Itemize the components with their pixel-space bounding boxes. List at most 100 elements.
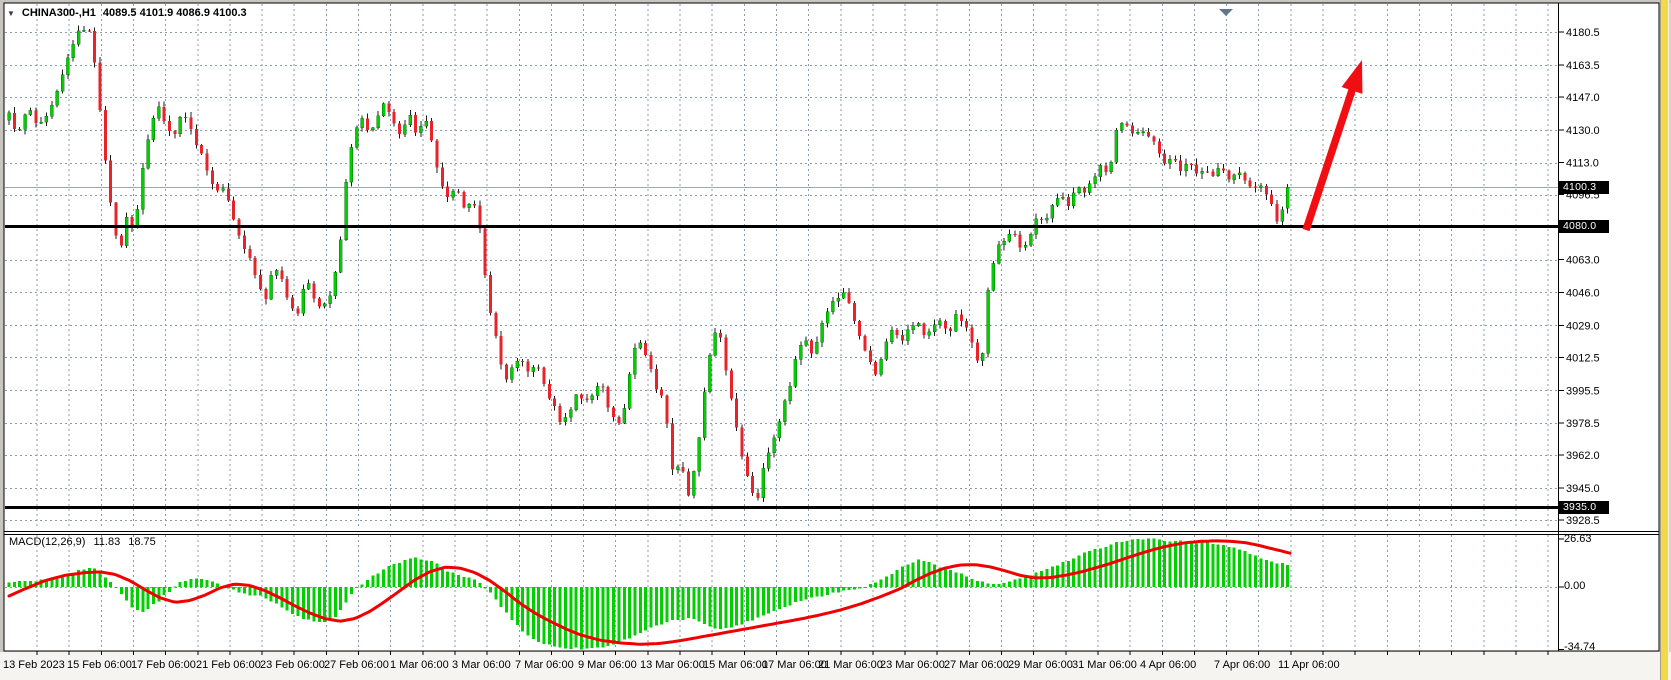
hline-price-badge-lower: 3935.0 [1559, 501, 1609, 514]
candle-body-bull [355, 127, 359, 148]
macd-histogram-bar [291, 587, 295, 614]
macd-histogram-bar [922, 560, 926, 587]
macd-histogram-bar [617, 587, 621, 644]
macd-label: MACD(12,26,9) [9, 536, 86, 548]
price-tick-label: 4130.0 [1566, 125, 1600, 137]
macd-histogram-bar [242, 587, 246, 594]
candle-body-bear [729, 370, 733, 399]
macd-histogram-bar [713, 587, 717, 629]
macd-histogram-bar [751, 587, 755, 621]
candle-body-bear [189, 117, 193, 129]
macd-histogram-bar [1136, 539, 1140, 587]
macd-histogram-bar [1114, 541, 1118, 587]
macd-histogram-bar [168, 587, 171, 593]
macd-histogram-bar [339, 587, 343, 610]
candle-body-bear [1179, 160, 1183, 171]
candle-body-bear [660, 389, 664, 396]
candle-body-bull [50, 104, 54, 117]
candle-body-bull [1077, 187, 1081, 194]
candle-body-bear [12, 112, 16, 129]
candle-body-bear [173, 130, 177, 134]
candle-body-bear [499, 336, 503, 365]
candle-body-bear [494, 312, 498, 337]
candle-body-bull [333, 272, 338, 297]
macd-histogram-bar [1205, 542, 1209, 587]
macd-histogram-bar [312, 587, 316, 622]
candle-body-bull [1259, 185, 1263, 188]
macd-histogram-bar [815, 587, 819, 597]
macd-histogram-bar [842, 587, 846, 591]
time-axis[interactable]: 13 Feb 2023 15 Feb 06:00 17 Feb 06:00 21 Fe… [3, 651, 1549, 671]
candle-body-bear [398, 123, 402, 135]
macd-histogram-bar [965, 576, 969, 587]
candle-body-bull [627, 374, 632, 409]
candle-body-bear [1211, 171, 1215, 176]
macd-histogram-bar [938, 567, 942, 587]
macd-histogram-bar [826, 587, 830, 595]
macd-histogram-bar [569, 587, 573, 650]
macd-histogram-bar [135, 587, 139, 611]
macd-histogram-bar [1286, 565, 1290, 587]
time-axis-label: 27 Feb 06:00 [324, 659, 389, 671]
symbol-dropdown-icon[interactable]: ▼ [7, 8, 15, 18]
candle-body-bull [151, 117, 156, 140]
macd-histogram-bar [810, 587, 813, 598]
macd-histogram-bar [510, 587, 514, 621]
chart-shift-marker[interactable] [1219, 9, 1233, 16]
candle-body-bull [991, 263, 996, 291]
time-axis-strip[interactable] [0, 652, 1671, 680]
candle-body-bull [515, 360, 519, 369]
macd-histogram-bar [633, 587, 637, 636]
candle-body-bull [574, 394, 578, 411]
candle-body-bull [1061, 196, 1065, 199]
candle-body-bear [1254, 186, 1258, 188]
macd-histogram-bar [547, 587, 551, 645]
candle-body-bull [916, 323, 921, 327]
macd-histogram-bar [799, 587, 803, 602]
macd-histogram-bar [323, 587, 327, 623]
time-axis-label: 21 Mar 06:00 [818, 659, 883, 671]
macd-histogram-bar [173, 586, 177, 588]
macd-histogram-bar [387, 566, 391, 587]
macd-histogram-bar [1254, 555, 1258, 587]
macd-histogram-bar [606, 587, 610, 647]
macd-histogram-bar [895, 570, 899, 587]
candle-body-bear [392, 111, 396, 124]
candle-body-bull [328, 295, 332, 304]
candle-body-bear [644, 342, 648, 355]
candle-body-bull [697, 437, 701, 472]
candle-body-bull [146, 139, 150, 169]
candle-body-bear [1275, 204, 1279, 222]
macd-histogram-bar [1238, 549, 1241, 587]
macd-histogram-bar [82, 569, 86, 587]
macd-histogram-bar [975, 581, 979, 587]
candle-body-bull [777, 421, 782, 439]
trend-arrow-shaft[interactable] [1302, 83, 1358, 232]
candle-body-bear [553, 398, 557, 406]
candle-body-bull [1109, 161, 1113, 173]
macd-histogram-bar [1179, 540, 1183, 587]
chart-title-ohlc: 4089.5 4101.9 4086.9 4100.3 [102, 7, 247, 19]
trend-arrow[interactable] [1302, 60, 1363, 232]
macd-histogram-bar [1147, 538, 1151, 587]
candle-body-bull [135, 209, 140, 228]
candle-body-bear [670, 423, 674, 470]
macd-histogram-bar [382, 569, 385, 587]
candle-body-bear [665, 395, 669, 424]
candle-body-bear [965, 320, 969, 328]
candle-body-bear [606, 386, 610, 408]
macd-histogram-bar [499, 587, 503, 608]
macd-histogram-bar [157, 587, 161, 602]
macd-histogram-bar [1152, 538, 1156, 587]
macd-histogram-bar [141, 587, 145, 612]
candle-body-bear [162, 106, 166, 122]
candle-body-bull [911, 325, 915, 331]
macd-histogram-bar [66, 574, 70, 587]
candle-body-bear [317, 298, 321, 307]
trend-arrow-head[interactable] [1341, 60, 1363, 94]
macd-histogram-bar [1189, 543, 1193, 587]
candle-body-bull [825, 311, 830, 324]
macd-histogram-bar [467, 577, 471, 587]
price-tick-label: 3928.5 [1566, 515, 1600, 527]
